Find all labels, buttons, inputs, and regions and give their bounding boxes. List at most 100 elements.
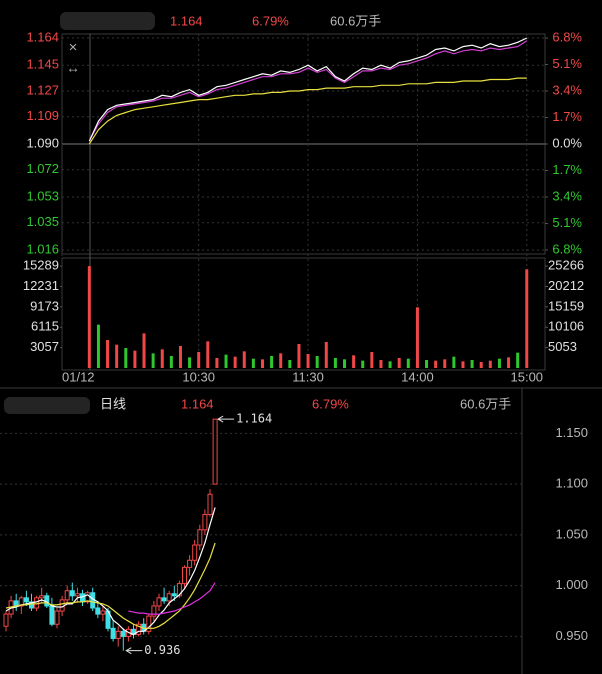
y-tick-label: 9173 xyxy=(30,298,59,313)
y-tick-label: 1.053 xyxy=(26,188,59,203)
candle-body xyxy=(156,597,162,607)
candle-body xyxy=(85,592,91,603)
volume-bar xyxy=(361,360,365,368)
volume-bar xyxy=(233,356,237,368)
x-tick-label: 10:30 xyxy=(182,369,215,384)
y-tick-label: 12231 xyxy=(23,278,59,293)
volume-bar xyxy=(279,353,283,368)
candle-body xyxy=(34,597,40,609)
expand-icon[interactable]: ↔ xyxy=(66,60,80,76)
volume-bar xyxy=(169,356,173,368)
annotation-label: 0.936 xyxy=(144,643,180,657)
candle-body xyxy=(64,590,70,601)
volume-bar xyxy=(370,352,374,368)
blurred-name xyxy=(60,12,155,30)
y-tick-label: 1.090 xyxy=(26,135,59,150)
volume-bar xyxy=(434,360,438,368)
x-tick-label: 01/12 xyxy=(62,369,95,384)
candle-body xyxy=(110,627,116,639)
y-tick-label: 1.016 xyxy=(26,241,59,256)
y-tick-label: 1.127 xyxy=(26,82,59,97)
y-tick-label: 1.145 xyxy=(26,57,59,72)
price-line xyxy=(88,77,527,145)
volume-bar xyxy=(133,350,137,368)
volume-bar xyxy=(188,357,192,368)
volume-bar xyxy=(388,361,392,368)
y2-tick-label: 20212 xyxy=(548,278,584,293)
y-tick-label: 1.164 xyxy=(26,29,59,44)
y2-tick-label: 0.0% xyxy=(552,135,582,150)
y-tick-label: 1.050 xyxy=(555,526,588,541)
volume-bar xyxy=(315,356,319,368)
candle-body xyxy=(49,605,55,625)
y2-tick-label: 1.7% xyxy=(552,109,582,124)
volume-bar xyxy=(297,344,301,368)
price-line xyxy=(88,37,528,142)
y-tick-label: 0.950 xyxy=(555,628,588,643)
header-value: 6.79% xyxy=(312,396,349,411)
candle-body xyxy=(39,595,45,599)
x-tick-label: 15:00 xyxy=(511,369,544,384)
volume-bar xyxy=(479,362,483,368)
close-icon[interactable]: × xyxy=(69,39,78,56)
volume-bar xyxy=(288,360,292,368)
header-value: 60.6万手 xyxy=(330,13,381,28)
y-tick-label: 1.035 xyxy=(26,214,59,229)
arrow-head xyxy=(217,415,224,423)
moving-average xyxy=(5,542,216,629)
y-tick-label: 1.000 xyxy=(555,577,588,592)
y2-tick-label: 3.4% xyxy=(552,82,582,97)
volume-bar xyxy=(352,355,356,368)
volume-bar xyxy=(115,344,119,368)
header-value: 1.164 xyxy=(181,396,214,411)
volume-bar xyxy=(215,358,219,368)
candle-body xyxy=(136,623,142,635)
volume-bar xyxy=(461,361,465,368)
volume-bar xyxy=(406,358,410,368)
volume-bar xyxy=(343,359,347,368)
volume-bar xyxy=(270,356,274,368)
candle-body xyxy=(176,583,182,597)
arrow-head xyxy=(125,647,132,655)
volume-bar xyxy=(251,358,255,368)
volume-bar xyxy=(397,358,401,368)
y2-tick-label: 10106 xyxy=(548,319,584,334)
volume-bar xyxy=(507,357,511,368)
volume-bar xyxy=(415,307,419,368)
volume-bar xyxy=(96,324,100,368)
moving-average xyxy=(5,507,216,636)
candle-body xyxy=(69,590,75,597)
y-tick-label: 1.100 xyxy=(555,476,588,491)
candle-body xyxy=(54,610,60,625)
candle-body xyxy=(192,544,198,561)
y2-tick-label: 5.1% xyxy=(552,56,582,71)
candle-body xyxy=(171,593,177,597)
volume-bar xyxy=(497,358,501,368)
y-tick-label: 1.150 xyxy=(555,425,588,440)
candle-body xyxy=(95,607,101,615)
x-tick-label: 14:00 xyxy=(401,369,434,384)
candle-body xyxy=(146,615,152,632)
volume-bar xyxy=(260,359,264,368)
candle-body xyxy=(166,593,172,602)
candle-body xyxy=(151,605,157,617)
x-tick-label: 11:30 xyxy=(292,369,324,384)
volume-bar xyxy=(379,360,383,368)
y-tick-label: 1.109 xyxy=(26,108,59,123)
candle-body xyxy=(100,610,106,615)
candle-body xyxy=(197,529,203,546)
y2-tick-label: 5.1% xyxy=(552,215,582,230)
price-line xyxy=(88,40,528,142)
candle-body xyxy=(23,597,29,603)
volume-bar xyxy=(206,341,210,368)
volume-bar xyxy=(425,360,429,368)
volume-bar xyxy=(452,356,456,368)
volume-bar xyxy=(160,349,164,368)
volume-bar xyxy=(333,358,337,368)
volume-bar xyxy=(470,360,474,368)
y-tick-label: 1.072 xyxy=(26,161,59,176)
volume-bar xyxy=(488,360,492,368)
volume-bar xyxy=(324,342,328,368)
volume-bar xyxy=(525,269,529,368)
